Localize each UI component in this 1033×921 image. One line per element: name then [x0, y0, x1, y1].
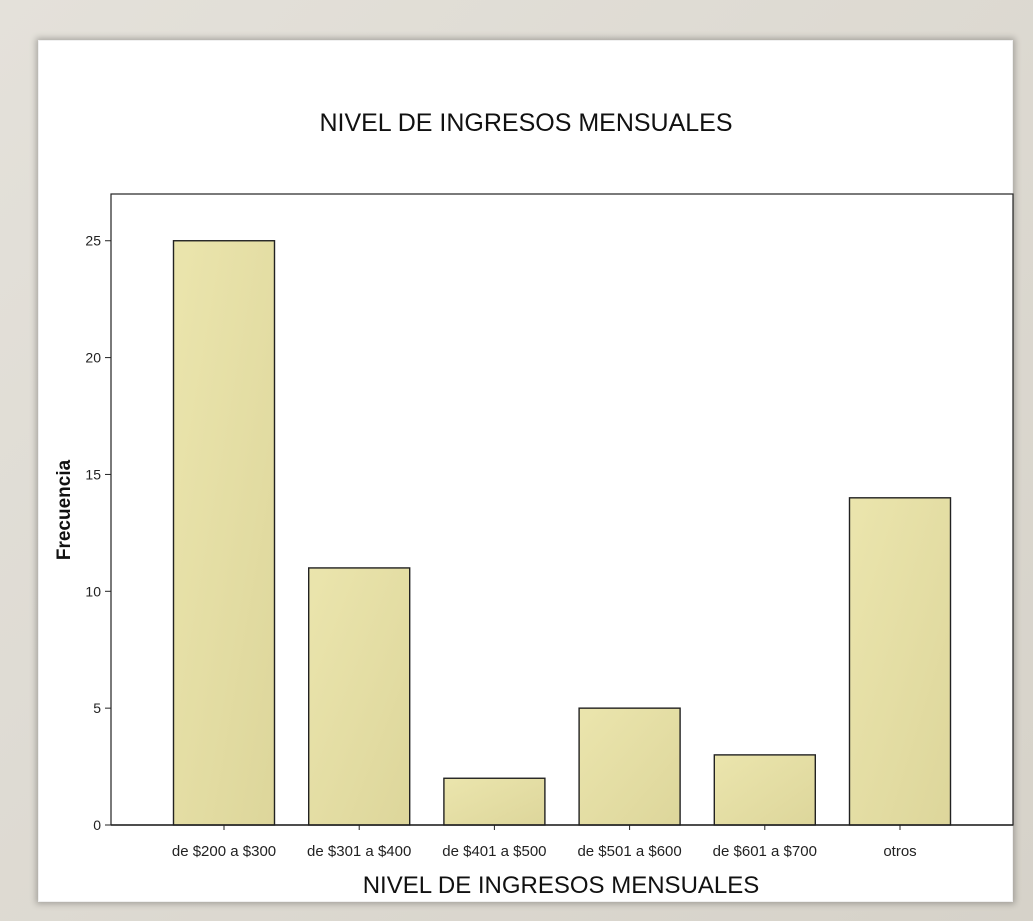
y-axis-label: Frecuencia — [54, 459, 75, 560]
bar — [578, 707, 681, 826]
bar — [172, 240, 276, 826]
y-tick-label: 0 — [93, 817, 101, 833]
bar — [443, 777, 546, 826]
x-tick-label: de $200 a $300 — [172, 843, 276, 860]
bar — [308, 567, 411, 826]
chart-title: NIVEL DE INGRESOS MENSUALES — [319, 109, 732, 137]
bar — [713, 754, 816, 826]
x-axis-label: NIVEL DE INGRESOS MENSUALES — [363, 872, 760, 899]
y-tick-label: 25 — [85, 233, 101, 249]
plot-area: 0 5 10 15 20 25 de $200 a $300 de $301 a $400 de… — [85, 193, 1014, 860]
x-tick-label: otros — [883, 843, 916, 860]
x-tick-label: de $501 a $600 — [577, 843, 681, 860]
y-tick-label: 5 — [93, 700, 101, 716]
x-tick-label: de $401 a $500 — [442, 843, 546, 860]
x-tick-label: de $301 a $400 — [307, 843, 411, 860]
y-tick-label: 15 — [85, 466, 101, 482]
y-tick-label: 10 — [85, 583, 101, 599]
bar — [848, 497, 952, 826]
y-tick-label: 20 — [85, 350, 101, 366]
x-tick-label: de $601 a $700 — [713, 843, 817, 860]
